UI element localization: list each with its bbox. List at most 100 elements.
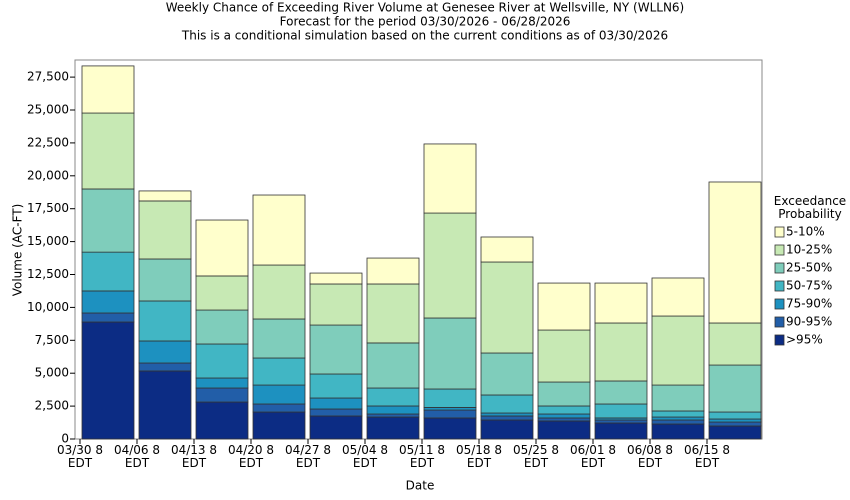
legend-swatch: [774, 334, 785, 346]
legend-swatch: [774, 316, 785, 328]
bar-segment: [252, 411, 306, 440]
bar-segment: [423, 317, 477, 390]
legend-swatch: [774, 262, 785, 274]
bar-segment: [480, 415, 534, 421]
bar-segment: [651, 384, 705, 412]
bar-segment: [423, 417, 477, 440]
bar-segment: [252, 403, 306, 413]
bar-segment: [195, 343, 249, 379]
bar-segment: [537, 420, 591, 440]
y-tick-label: 27,500: [27, 70, 69, 84]
bar-segment: [651, 416, 705, 421]
bar-segment: [252, 264, 306, 320]
legend-label: 90-95%: [786, 315, 832, 329]
bar-segment: [81, 112, 135, 190]
bar-segment: [708, 322, 762, 366]
y-tick-label: 25,000: [27, 103, 69, 117]
bar-segment: [309, 373, 363, 399]
bar-segment: [81, 312, 135, 323]
bar-segment: [480, 236, 534, 263]
bar-segment: [651, 315, 705, 386]
y-tick-label: 20,000: [27, 168, 69, 182]
bar-segment: [138, 340, 192, 364]
bar-segment: [480, 412, 534, 417]
bar-segment: [366, 283, 420, 344]
x-tick-label: 05/18 8 EDT: [455, 443, 503, 470]
bar-segment: [138, 362, 192, 372]
legend-label: 10-25%: [786, 243, 832, 257]
bar-segment: [651, 410, 705, 418]
bar-segment: [537, 381, 591, 407]
bar-segment: [252, 384, 306, 405]
bar-segment: [708, 421, 762, 427]
legend-label: >95%: [786, 333, 823, 347]
bar-segment: [138, 258, 192, 302]
legend-label: 75-90%: [786, 297, 832, 311]
bar-segment: [81, 65, 135, 114]
x-tick-label: 05/04 8 EDT: [341, 443, 389, 470]
bar-segment: [594, 322, 648, 382]
legend-label: 5-10%: [786, 225, 825, 239]
bar-segment: [195, 309, 249, 345]
x-tick-label: 03/30 8 EDT: [56, 443, 104, 470]
bar-segment: [309, 324, 363, 375]
chart-note: This is a conditional simulation based o…: [181, 29, 668, 43]
y-tick-label: 7,500: [35, 333, 69, 347]
x-tick-label: 04/06 8 EDT: [113, 443, 161, 470]
bar-segment: [423, 388, 477, 408]
x-tick-label: 05/25 8 EDT: [512, 443, 560, 470]
bar-segment: [594, 422, 648, 440]
y-axis-label: Volume (AC-FT): [11, 204, 25, 297]
bar-segment: [480, 352, 534, 396]
legend-title: Exceedance Probability: [773, 194, 847, 221]
bar-segment: [594, 282, 648, 324]
bar-segment: [81, 251, 135, 292]
x-tick-label: 04/20 8 EDT: [227, 443, 275, 470]
bar-segment: [138, 190, 192, 202]
x-tick-label: 06/01 8 EDT: [569, 443, 617, 470]
x-tick-label: 04/13 8 EDT: [170, 443, 218, 470]
bar-segment: [537, 405, 591, 415]
bar-segment: [537, 417, 591, 422]
x-tick-label: 06/15 8 EDT: [683, 443, 731, 470]
bar-segment: [81, 321, 135, 440]
bar-segment: [537, 413, 591, 419]
bar-segment: [309, 408, 363, 417]
legend-swatch: [774, 298, 785, 310]
bar-segment: [195, 219, 249, 277]
bar-segment: [708, 181, 762, 324]
y-tick-label: 15,000: [27, 234, 69, 248]
bar-segment: [195, 275, 249, 311]
y-tick-label: 5,000: [35, 366, 69, 380]
y-tick-label: 17,500: [27, 201, 69, 215]
bar-segment: [594, 380, 648, 405]
y-tick-label: 2,500: [35, 399, 69, 413]
y-tick-label: 12,500: [27, 267, 69, 281]
chart-subtitle: Forecast for the period 03/30/2026 - 06/…: [280, 15, 571, 29]
bar-segment: [651, 423, 705, 440]
bar-segment: [81, 290, 135, 314]
bar-segment: [138, 370, 192, 440]
bar-segment: [708, 364, 762, 413]
bar-segment: [252, 357, 306, 386]
bar-segment: [366, 405, 420, 415]
legend-swatch: [774, 226, 785, 238]
bar-segment: [651, 419, 705, 425]
bar-segment: [252, 194, 306, 266]
bar-segment: [81, 188, 135, 253]
y-tick-label: 0: [61, 432, 69, 446]
bar-segment: [309, 283, 363, 326]
bar-segment: [366, 413, 420, 418]
bar-segment: [708, 418, 762, 423]
bar-segment: [366, 257, 420, 285]
x-tick-label: 05/11 8 EDT: [398, 443, 446, 470]
bar-segment: [138, 300, 192, 342]
chart-title: Weekly Chance of Exceeding River Volume …: [166, 1, 684, 15]
bar-segment: [366, 342, 420, 389]
legend-swatch: [774, 244, 785, 256]
bar-segment: [651, 277, 705, 317]
legend-swatch: [774, 280, 785, 292]
bar-segment: [594, 403, 648, 419]
bar-segment: [252, 318, 306, 359]
